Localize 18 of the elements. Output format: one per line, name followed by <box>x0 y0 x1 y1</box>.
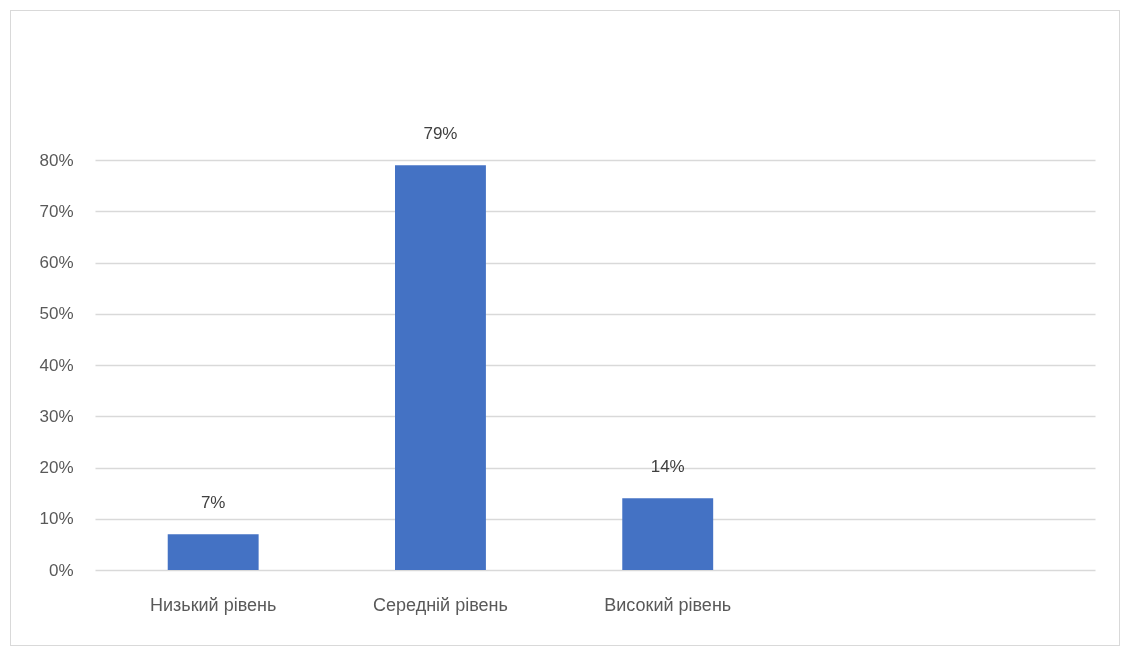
y-tick-label: 0% <box>48 560 74 580</box>
y-tick-label: 30% <box>39 406 74 426</box>
bar <box>395 165 486 570</box>
y-tick-label: 80% <box>39 150 74 170</box>
bar <box>622 498 714 570</box>
y-tick-label: 70% <box>39 201 74 221</box>
data-label: 79% <box>423 124 458 144</box>
bar <box>167 534 259 570</box>
y-tick-label: 50% <box>39 304 74 324</box>
y-tick-label: 10% <box>39 509 74 529</box>
x-tick-label: Низький рівень <box>149 594 277 615</box>
data-label: 7% <box>200 493 226 513</box>
y-tick-label: 20% <box>39 458 74 477</box>
y-tick-label: 60% <box>39 253 74 272</box>
y-tick-label: 40% <box>39 355 74 375</box>
data-label: 14% <box>650 457 685 477</box>
x-tick-label: Середній рівень <box>373 594 508 615</box>
x-tick-label: Високий рівень <box>604 594 732 615</box>
